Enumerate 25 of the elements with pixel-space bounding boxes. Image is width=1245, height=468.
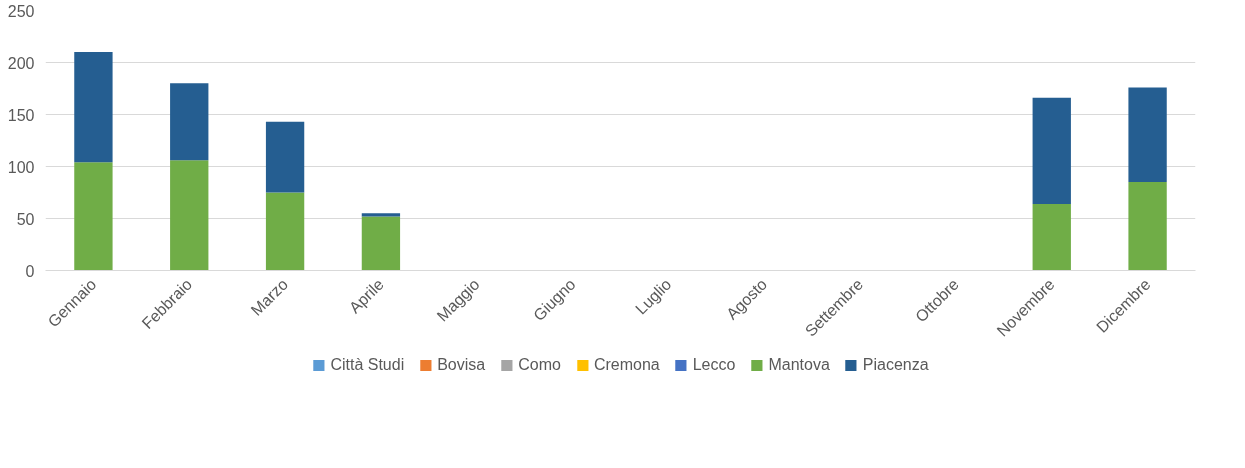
legend-label: Como xyxy=(518,356,561,374)
y-tick-label: 0 xyxy=(25,262,35,280)
bar xyxy=(1032,203,1071,271)
bar xyxy=(1128,182,1167,271)
legend-label: Piacenza xyxy=(862,356,929,374)
y-tick-label: 150 xyxy=(7,106,35,124)
legend-label: Città Studi xyxy=(330,356,405,374)
bar xyxy=(74,162,113,271)
y-tick-label: 50 xyxy=(16,210,35,228)
legend-label: Lecco xyxy=(692,356,736,374)
y-tick-label: 200 xyxy=(7,54,35,72)
bar xyxy=(361,216,401,271)
bar xyxy=(74,52,113,163)
y-tick-label: 100 xyxy=(7,158,35,176)
legend-label: Cremona xyxy=(593,356,660,374)
y-tick-label: 250 xyxy=(7,2,35,20)
legend-label: Bovisa xyxy=(437,356,486,374)
bar xyxy=(170,160,209,271)
bar xyxy=(265,192,305,271)
bar xyxy=(1032,97,1071,204)
bar xyxy=(170,83,209,161)
legend-label: Mantova xyxy=(768,356,830,374)
bar xyxy=(361,213,401,217)
bar xyxy=(265,121,305,193)
bar xyxy=(1128,87,1167,183)
